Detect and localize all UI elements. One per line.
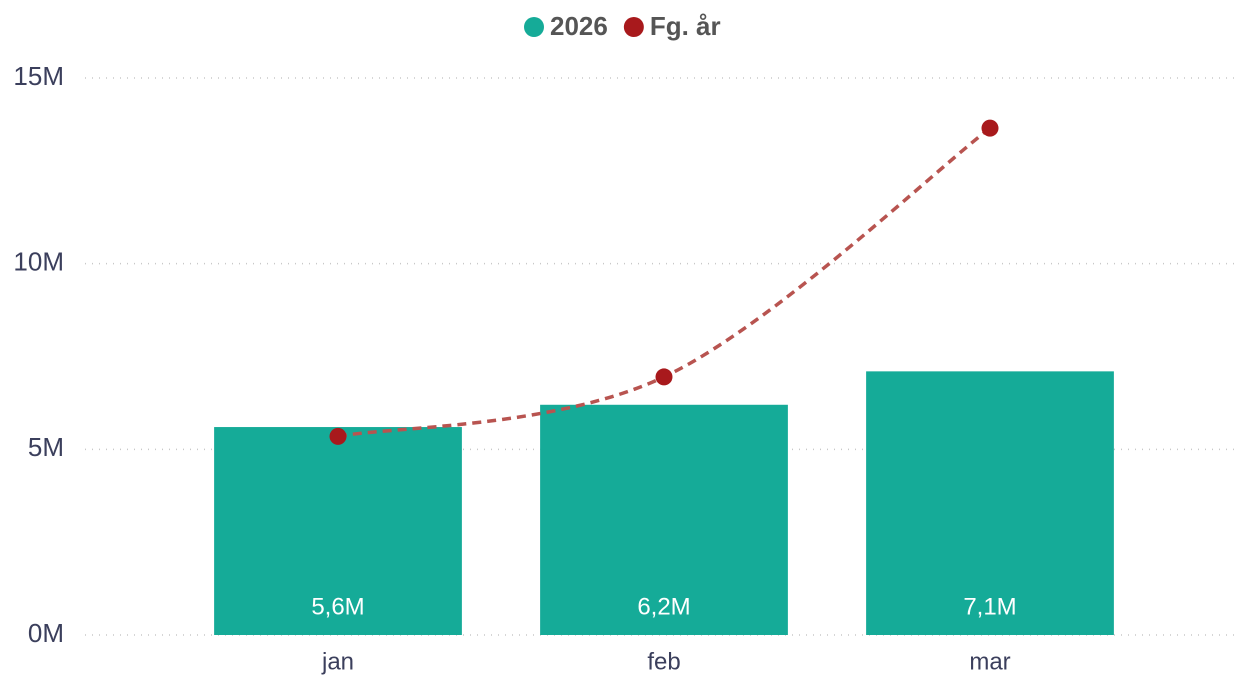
bar <box>866 371 1114 635</box>
y-tick-label: 5M <box>28 432 64 462</box>
bar <box>214 427 462 635</box>
legend-marker <box>623 17 644 37</box>
line-point <box>655 368 673 386</box>
x-tick-label: mar <box>969 648 1010 675</box>
line-point <box>329 427 347 445</box>
y-tick-label: 15M <box>13 61 64 91</box>
line-point <box>981 119 999 137</box>
x-tick-label: feb <box>647 648 680 675</box>
data-label: 6,2M <box>637 593 690 620</box>
x-tick-label: jan <box>321 648 354 675</box>
y-tick-label: 0M <box>28 618 64 648</box>
legend-label: 2026 <box>550 11 608 41</box>
data-label: 5,6M <box>311 593 364 620</box>
y-tick-label: 10M <box>13 247 64 277</box>
legend-marker <box>524 17 544 37</box>
data-label: 7,1M <box>963 593 1016 620</box>
bar <box>540 404 788 635</box>
legend-label: Fg. år <box>650 11 721 41</box>
